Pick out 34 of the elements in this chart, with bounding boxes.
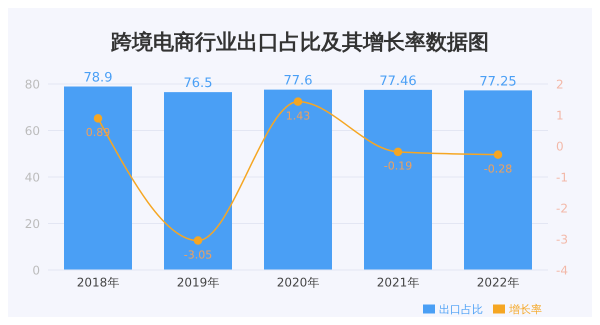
point <box>294 97 302 106</box>
y-tick-label: 0 <box>32 263 40 278</box>
data-label: -3.05 <box>184 248 212 262</box>
data-label: 77.6 <box>284 74 312 89</box>
legend-label: 出口占比 <box>439 303 483 316</box>
x-tick-label: 2019年 <box>176 276 220 290</box>
y-tick-label: 80 <box>24 77 40 92</box>
x-tick-label: 2022年 <box>476 276 520 290</box>
y2-tick-label: 1 <box>556 108 564 122</box>
y-tick-label: 60 <box>24 124 40 138</box>
y2-tick-label: 0 <box>556 139 564 154</box>
chart-title: 跨境电商行业出口占比及其增长率数据图 <box>110 29 490 56</box>
legend-label: 增长率 <box>509 303 542 316</box>
y2-tick-label: 2 <box>556 77 564 92</box>
y-tick-label: 40 <box>24 170 40 184</box>
data-label: -0.19 <box>384 160 412 173</box>
point <box>194 236 202 245</box>
y-tick-label: 20 <box>24 216 40 231</box>
y2-tick-label: -3 <box>556 232 568 246</box>
data-label: 1.43 <box>286 109 310 122</box>
point <box>94 114 102 123</box>
data-label: 77.25 <box>479 74 517 90</box>
point <box>494 150 502 159</box>
data-label: -0.28 <box>484 162 512 176</box>
y2-tick-label: -1 <box>556 170 568 184</box>
point <box>394 148 402 156</box>
x-tick-label: 2020年 <box>276 276 320 290</box>
data-label: 78.9 <box>84 70 112 86</box>
x-tick-label: 2021年 <box>376 276 420 290</box>
data-label: 76.5 <box>184 76 212 92</box>
data-label: 77.46 <box>379 74 417 89</box>
y2-tick-label: -4 <box>556 263 568 278</box>
y2-tick-label: -2 <box>556 201 568 216</box>
x-tick-label: 2018年 <box>76 276 120 290</box>
